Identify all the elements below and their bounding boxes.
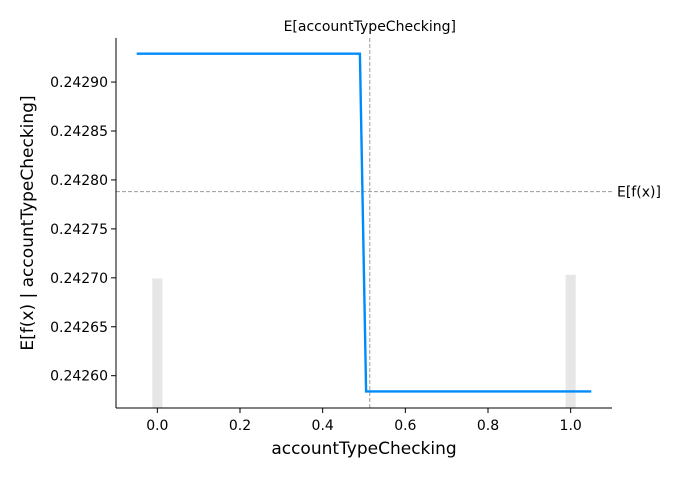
series-line-0 — [136, 52, 592, 393]
y-tick-label-5: 0.24285 — [50, 124, 108, 140]
x-tick-label-4: 0.8 — [477, 418, 499, 434]
x-tick-label-0: 0.0 — [146, 418, 168, 434]
histogram-bar-1 — [565, 274, 576, 408]
y-tick-label-6: 0.24290 — [50, 75, 108, 91]
expected-feature-label: E[accountTypeChecking] — [284, 19, 456, 35]
y-tick-label-3: 0.24275 — [50, 222, 108, 238]
y-tick-label-0: 0.24260 — [50, 369, 108, 385]
histogram-layer — [152, 274, 576, 408]
y-axis-label: E[f(x) | accountTypeChecking] — [18, 95, 38, 350]
x-tick-label-3: 0.6 — [394, 418, 416, 434]
x-tick-label-2: 0.4 — [312, 418, 334, 434]
histogram-bar-0 — [152, 278, 163, 408]
expected-output-label: E[f(x)] — [617, 185, 661, 201]
x-axis-label: accountTypeChecking — [271, 439, 456, 459]
series-layer — [136, 52, 592, 393]
x-tick-label-5: 1.0 — [560, 418, 582, 434]
y-tick-label-4: 0.24280 — [50, 173, 108, 189]
reference-lines — [116, 38, 612, 408]
y-tick-label-1: 0.24265 — [50, 320, 108, 336]
x-tick-label-1: 0.2 — [229, 418, 251, 434]
axes: 0.0 0.2 0.4 0.6 0.8 1.0 0.24260 0.24265 0.24270 0… — [50, 38, 612, 434]
y-tick-label-2: 0.24270 — [50, 271, 108, 287]
